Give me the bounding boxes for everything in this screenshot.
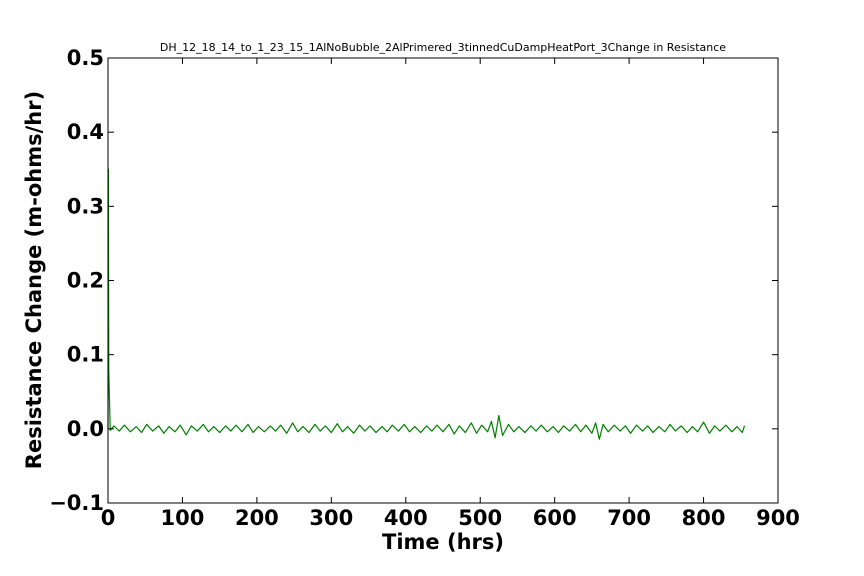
x-tick-label: 300 (309, 506, 353, 530)
x-tick-label: 600 (533, 506, 577, 530)
x-tick-label: 500 (458, 506, 502, 530)
y-tick-label: 0.0 (67, 417, 104, 441)
x-tick-label: 800 (682, 506, 726, 530)
x-tick-label: 700 (607, 506, 651, 530)
x-axis-label: Time (hrs) (382, 530, 504, 554)
y-tick-label: −0.1 (49, 491, 104, 515)
plot-data-layer (107, 168, 746, 440)
x-tick-labels: 0 100 200 300 400 500 600 700 800 900 (101, 506, 800, 530)
y-tick-label: 0.4 (67, 120, 104, 144)
y-tick-label: 0.3 (67, 194, 104, 218)
x-tick-label: 200 (235, 506, 279, 530)
y-tick-label: 0.2 (67, 269, 104, 293)
y-axis-label: Resistance Change (m-ohms/hr) (22, 91, 46, 469)
y-tick-label: 0.5 (67, 46, 104, 70)
x-tick-label: 100 (161, 506, 205, 530)
y-tick-label: 0.1 (67, 343, 104, 367)
y-tick-labels: −0.1 0.0 0.1 0.2 0.3 0.4 0.5 (49, 46, 104, 515)
chart-title: DH_12_18_14_to_1_23_15_1AlNoBubble_2AlPr… (160, 41, 726, 54)
x-tick-label: 400 (384, 506, 428, 530)
x-tick-label: 900 (756, 506, 800, 530)
x-tick-label: 0 (101, 506, 116, 530)
axis-ticks (107, 57, 779, 504)
series-line (107, 168, 746, 440)
